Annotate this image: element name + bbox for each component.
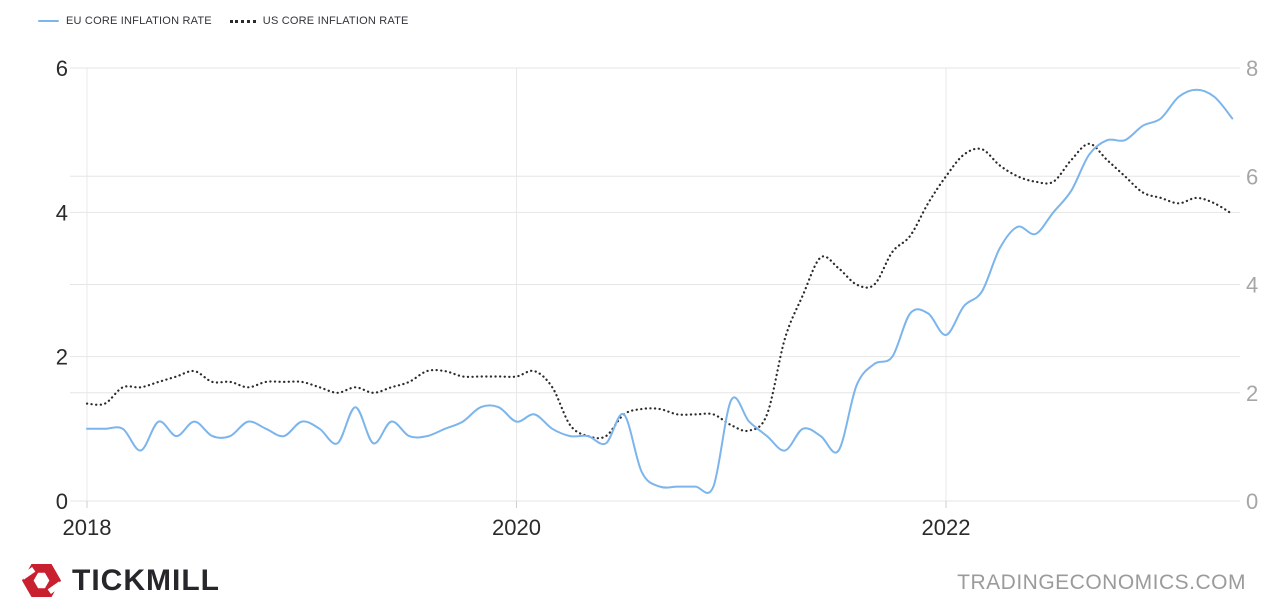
left-axis-tick-label: 4 [56, 200, 68, 225]
legend-item-us[interactable]: US CORE INFLATION RATE [229, 15, 409, 27]
legend-label-eu: EU CORE INFLATION RATE [66, 15, 212, 27]
us-core-inflation-line[interactable] [85, 142, 1234, 440]
left-axis-tick-label: 0 [56, 489, 68, 514]
eu-solid-line-marker [38, 20, 59, 22]
right-axis-tick-label: 6 [1246, 164, 1258, 189]
watermark: TRADINGECONOMICS.COM [957, 571, 1246, 594]
left-axis-tick-label: 6 [56, 56, 68, 81]
x-axis-tick-label: 2020 [492, 515, 541, 540]
right-axis-tick-label: 2 [1246, 381, 1258, 406]
left-axis-tick-label: 2 [56, 345, 68, 370]
inflation-chart: 0 2 4 6 0 2 4 6 8 2018 2020 2022 [56, 56, 1259, 540]
eu-core-inflation-line[interactable] [86, 88, 1234, 494]
chart-legend: EU CORE INFLATION RATE US CORE INFLATION… [38, 15, 409, 27]
brand-name: TICKMILL [72, 563, 220, 597]
legend-label-us: US CORE INFLATION RATE [262, 15, 409, 27]
legend-item-eu[interactable]: EU CORE INFLATION RATE [38, 15, 212, 27]
right-axis-tick-label: 4 [1246, 273, 1258, 298]
tickmill-logo: TICKMILL [20, 559, 220, 602]
axis-labels: 0 2 4 6 0 2 4 6 8 2018 2020 2022 [56, 56, 1259, 540]
x-axis-tick-label: 2018 [63, 515, 112, 540]
right-axis-tick-label: 0 [1246, 489, 1258, 514]
x-axis-tick-label: 2022 [922, 515, 971, 540]
us-dotted-line-marker [229, 19, 256, 23]
tickmill-hexagon-icon [20, 564, 63, 597]
gridlines [70, 67, 1240, 508]
right-axis-tick-label: 8 [1246, 56, 1258, 81]
